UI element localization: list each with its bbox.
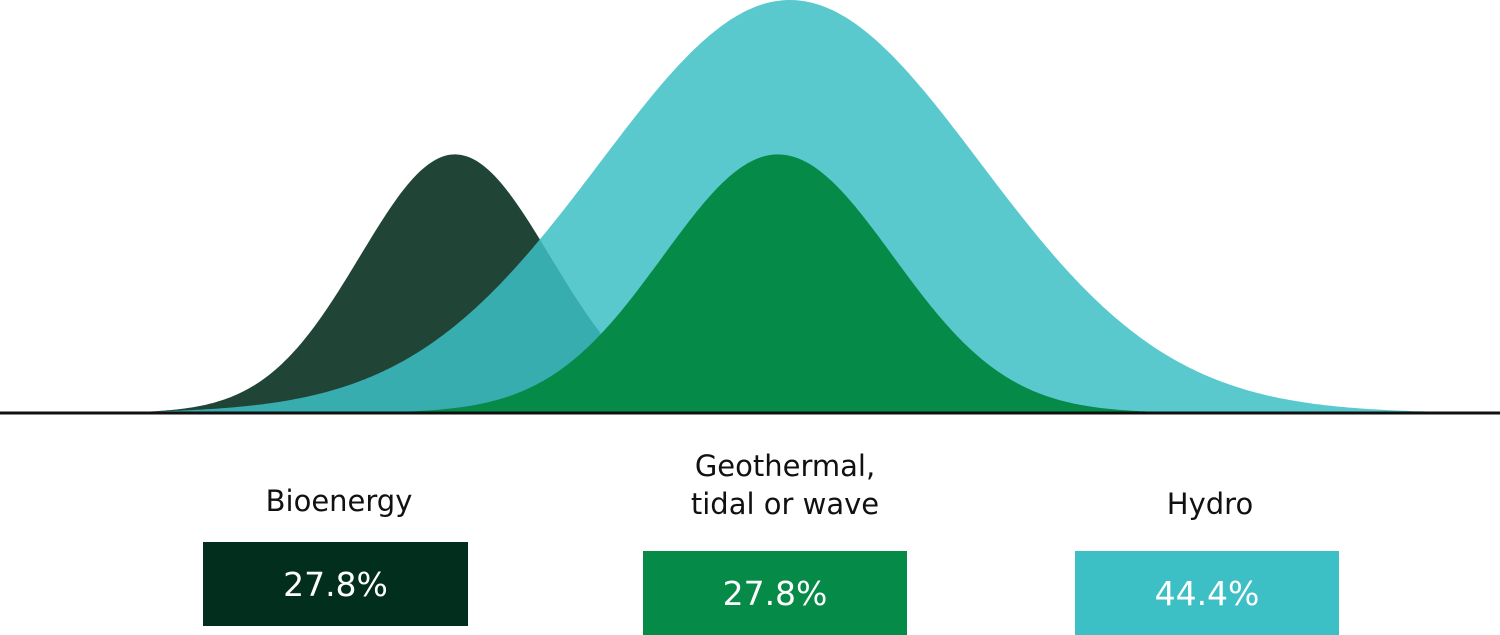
label-bioenergy: Bioenergy bbox=[265, 484, 413, 518]
value-box-bioenergy: 27.8% bbox=[203, 542, 468, 626]
geothermal-curve bbox=[375, 154, 1181, 413]
value-box-geothermal: 27.8% bbox=[643, 551, 907, 635]
value-box-hydro: 44.4% bbox=[1075, 551, 1339, 635]
chart-area bbox=[0, 0, 1500, 415]
label-geothermal: Geothermal, tidal or wave bbox=[690, 449, 880, 521]
bioenergy-curve bbox=[122, 154, 788, 413]
label-hydro: Hydro bbox=[1166, 487, 1254, 521]
